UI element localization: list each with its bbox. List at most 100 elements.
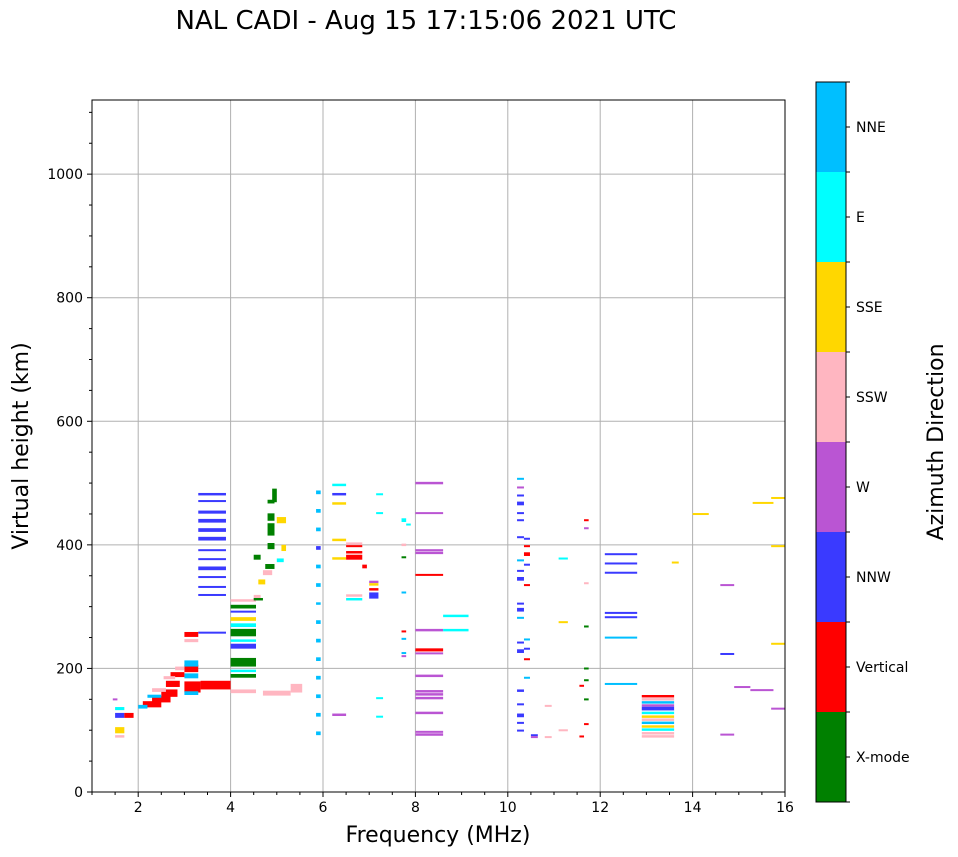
echo-nnw <box>198 500 226 503</box>
y-axis-label: Virtual height (km) <box>9 342 34 549</box>
echo-nnw <box>517 569 524 572</box>
echo-w <box>584 527 589 530</box>
echo-nne <box>517 616 524 619</box>
colorbar-tick-label: NNE <box>856 120 886 136</box>
echo-x-mode <box>272 488 277 503</box>
echo-w <box>415 549 444 552</box>
colorbar-swatch-ssw <box>816 352 846 442</box>
echo-x-mode <box>230 657 257 667</box>
echo-nnw <box>115 712 125 718</box>
echo-ssw <box>184 639 199 643</box>
echo-nne <box>316 564 321 569</box>
echo-vertical <box>346 554 363 560</box>
echo-ssw <box>262 690 291 696</box>
echo-nnw <box>604 611 638 614</box>
echo-ssw <box>253 594 261 600</box>
colorbar-tick-label: E <box>856 210 865 226</box>
echo-e <box>230 639 257 642</box>
echo-e <box>641 728 675 731</box>
echo-nne <box>401 652 407 655</box>
echo-nnw <box>523 563 530 566</box>
echo-w <box>720 733 735 736</box>
echo-nnw <box>198 593 226 596</box>
echo-sse <box>230 617 257 621</box>
echo-vertical <box>401 630 407 633</box>
echo-vertical <box>369 588 379 591</box>
echo-nnw <box>369 592 379 599</box>
y-axis-ticks: 0 200 400 600 800 1000 <box>47 111 92 801</box>
echo-sse <box>276 517 287 524</box>
echo-nne <box>401 637 407 640</box>
x-tick-label: 14 <box>684 800 702 816</box>
echo-nnw <box>523 647 530 650</box>
echo-nnw <box>517 512 524 515</box>
colorbar-tick-label: NNW <box>856 570 891 586</box>
echo-ssw <box>641 718 675 721</box>
x-tick-label: 6 <box>319 800 328 816</box>
echo-e <box>401 518 407 522</box>
echo-nnw <box>517 689 524 692</box>
echo-vertical <box>184 631 199 637</box>
echo-ssw <box>544 704 552 707</box>
echo-nnw <box>517 501 524 506</box>
echo-nnw <box>198 492 226 496</box>
echo-sse <box>258 579 266 585</box>
chart-title: NAL CADI - Aug 15 17:15:06 2021 UTC <box>175 6 677 36</box>
echo-w <box>112 698 118 701</box>
echo-x-mode <box>267 543 275 550</box>
echo-e <box>376 493 384 496</box>
echo-ssw <box>163 676 176 680</box>
echo-nnw <box>230 610 257 613</box>
echo-e <box>443 628 469 632</box>
echo-ssw <box>230 689 257 694</box>
colorbar-swatch-nne <box>816 82 846 172</box>
colorbar-tick-label: X-mode <box>856 750 910 766</box>
echo-x-mode <box>253 597 263 601</box>
colorbar-frame <box>815 81 847 803</box>
echo-vertical <box>415 573 444 576</box>
echo-ssw <box>346 542 363 545</box>
echo-x-mode <box>584 667 589 670</box>
echo-nnw <box>530 734 538 737</box>
echo-nnw <box>198 585 226 588</box>
y-tick-label: 0 <box>74 785 83 801</box>
echo-nne <box>316 583 321 587</box>
echo-vertical <box>415 648 444 652</box>
echo-nne <box>523 676 530 679</box>
colorbar-swatch-x-mode <box>816 712 846 802</box>
echo-nnw <box>517 713 524 718</box>
echo-w <box>415 628 444 632</box>
echo-nne <box>517 477 524 480</box>
echo-w <box>415 711 444 715</box>
colorbar-tick-label: SSE <box>856 300 883 316</box>
echo-nnw <box>198 510 226 514</box>
echo-vertical <box>362 564 367 569</box>
echo-nnw <box>517 602 524 605</box>
echo-nne <box>523 638 530 641</box>
y-tick-label: 200 <box>56 661 83 677</box>
echo-x-mode <box>253 554 261 560</box>
echo-ssw <box>262 570 273 576</box>
echo-sse <box>332 557 347 560</box>
echo-x-mode <box>230 673 257 678</box>
echo-sse <box>641 715 675 718</box>
colorbar-swatch-e <box>816 172 846 262</box>
echo-w <box>517 486 524 489</box>
echo-vertical <box>170 672 185 678</box>
echo-nne <box>517 559 524 562</box>
echo-vertical <box>641 694 675 698</box>
echo-nne <box>316 602 321 605</box>
echo-w <box>401 655 407 658</box>
echo-vertical <box>184 664 199 673</box>
echo-x-mode <box>267 499 275 504</box>
echo-w <box>415 730 444 733</box>
echo-nne <box>138 704 148 709</box>
echo-e <box>558 557 568 560</box>
echo-vertical <box>523 545 530 548</box>
echo-nnw <box>316 546 321 550</box>
echo-nnw <box>517 519 524 522</box>
echo-nne <box>316 712 321 717</box>
echo-nne <box>316 731 321 736</box>
echo-nne <box>604 682 638 685</box>
echo-vertical <box>184 681 201 693</box>
